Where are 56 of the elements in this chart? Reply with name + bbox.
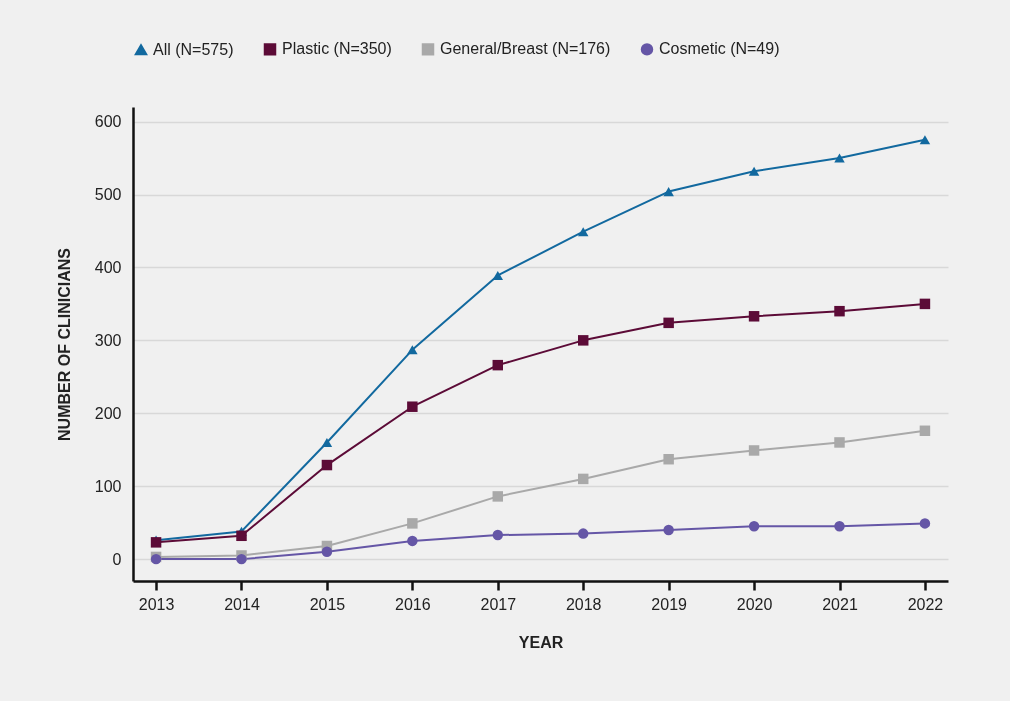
legend-label: All (N=575) xyxy=(153,40,234,58)
point xyxy=(407,401,418,412)
point xyxy=(834,305,845,317)
y-tick-label: 100 xyxy=(94,477,122,495)
point xyxy=(834,521,845,532)
y-axis-title: NUMBER OF CLINICIANS xyxy=(55,247,73,441)
point xyxy=(663,317,674,329)
x-axis-title: YEAR xyxy=(518,633,564,651)
point xyxy=(919,518,931,529)
point xyxy=(492,270,504,280)
point xyxy=(407,518,418,529)
point xyxy=(492,359,504,371)
point xyxy=(663,453,674,465)
legend-label: General/Breast (N=176) xyxy=(440,40,611,58)
point xyxy=(748,445,760,456)
y-tick-label: 500 xyxy=(94,186,122,204)
point xyxy=(748,521,760,532)
y-tick-label: 200 xyxy=(94,404,122,422)
point xyxy=(321,546,333,558)
point xyxy=(919,425,931,437)
x-tick-label: 2022 xyxy=(907,595,944,613)
x-tick-label: 2013 xyxy=(138,595,175,613)
point xyxy=(321,437,333,447)
point xyxy=(407,535,418,547)
point xyxy=(577,227,589,237)
y-tick-label: 300 xyxy=(94,331,122,349)
point xyxy=(834,437,845,448)
point xyxy=(663,187,674,197)
point xyxy=(748,311,760,322)
point xyxy=(577,473,589,485)
point xyxy=(663,524,674,536)
point xyxy=(236,530,247,542)
legend-label: Cosmetic (N=49) xyxy=(659,40,780,58)
point xyxy=(236,553,247,565)
point xyxy=(748,166,760,176)
x-tick-label: 2021 xyxy=(822,595,858,613)
point xyxy=(321,459,333,471)
point xyxy=(834,153,845,163)
point xyxy=(492,491,504,502)
point xyxy=(577,528,589,539)
y-tick-label: 600 xyxy=(94,113,122,131)
y-tick-label: 400 xyxy=(94,258,122,276)
x-tick-label: 2018 xyxy=(565,595,602,613)
x-tick-label: 2015 xyxy=(309,595,346,613)
point xyxy=(919,135,931,145)
point xyxy=(577,335,589,346)
x-tick-label: 2014 xyxy=(224,595,260,613)
legend-label: Plastic (N=350) xyxy=(282,40,392,58)
x-tick-label: 2016 xyxy=(395,595,431,613)
y-tick-label: 0 xyxy=(112,550,122,568)
point xyxy=(919,298,931,310)
x-tick-label: 2020 xyxy=(736,595,773,613)
x-tick-label: 2019 xyxy=(651,595,688,613)
x-tick-label: 2017 xyxy=(480,595,517,613)
point xyxy=(407,345,418,355)
point xyxy=(492,529,504,541)
